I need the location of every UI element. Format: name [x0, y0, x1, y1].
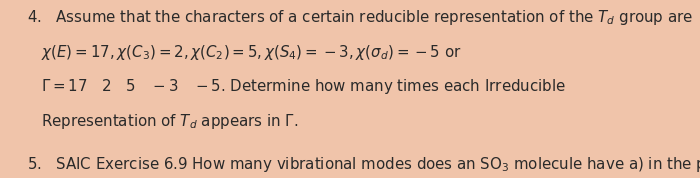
Text: 5.   SAIC Exercise 6.9 How many vibrational modes does an $\mathrm{SO_3}$ molecu: 5. SAIC Exercise 6.9 How many vibrationa…: [27, 155, 700, 174]
Text: 4.   Assume that the characters of a certain reducible representation of the $T_: 4. Assume that the characters of a certa…: [27, 8, 693, 27]
Text: $\Gamma = 17\quad 2 \quad 5 \quad -3 \quad -5$. Determine how many times each Ir: $\Gamma = 17\quad 2 \quad 5 \quad -3 \qu…: [41, 77, 566, 96]
Text: Representation of $T_d$ appears in $\Gamma$.: Representation of $T_d$ appears in $\Gam…: [41, 112, 298, 131]
Text: $\chi(E) = 17, \chi(C_3) = 2, \chi(C_2) = 5, \chi(S_4) = -3, \chi(\sigma_d) = -5: $\chi(E) = 17, \chi(C_3) = 2, \chi(C_2) …: [41, 43, 461, 62]
